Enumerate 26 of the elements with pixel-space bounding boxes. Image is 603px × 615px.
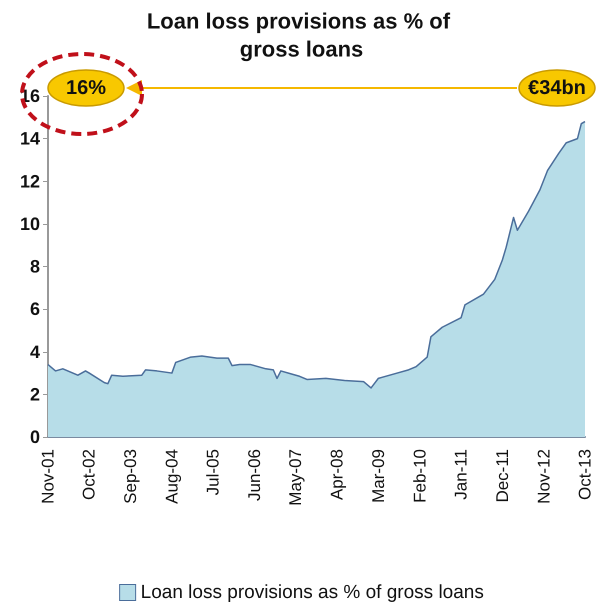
x-tick-label: Oct-02: [80, 449, 99, 500]
y-tick-label: 6: [30, 299, 40, 320]
x-tick-label: Nov-12: [534, 449, 554, 504]
x-tick-label: Dec-11: [492, 449, 512, 503]
annotation: 16%: [66, 77, 106, 99]
x-tick-label: Oct-13: [576, 449, 594, 500]
annotation: €34bn: [528, 77, 586, 99]
x-tick-label: Jan-11: [452, 449, 471, 500]
legend-label: Loan loss provisions as % of gross loans: [140, 582, 484, 603]
x-tick-label: Aug-04: [162, 449, 182, 504]
y-tick-label: 4: [30, 342, 40, 362]
x-tick-label: Jun-06: [244, 449, 264, 501]
y-tick-label: 0: [30, 427, 40, 447]
x-tick-label: Feb-10: [410, 449, 430, 503]
x-tick-label: May-07: [286, 449, 306, 506]
chart-title: Loan loss provisions as % of gross loans: [146, 8, 456, 62]
y-tick-label: 12: [20, 171, 40, 192]
x-tick-label: Sep-03: [121, 449, 140, 504]
y-tick-label: 10: [20, 214, 40, 234]
x-tick-label: Jul-05: [204, 449, 223, 496]
y-tick-label: 14: [20, 128, 40, 149]
x-tick-label: Mar-09: [368, 449, 388, 503]
x-tick-label: Nov-01: [38, 449, 58, 504]
x-tick-label: Apr-08: [328, 449, 347, 500]
y-tick-label: 8: [30, 256, 40, 276]
y-tick-label: 2: [30, 384, 40, 404]
